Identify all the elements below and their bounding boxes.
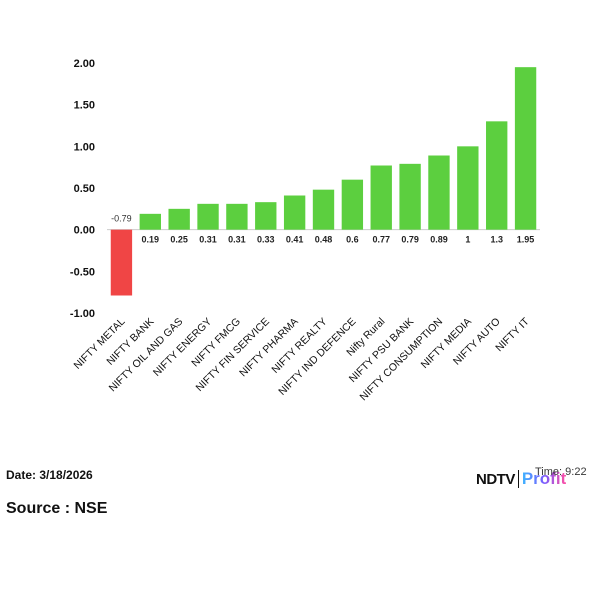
bars — [110, 67, 537, 296]
value-label: 1.95 — [517, 235, 535, 245]
ndtv-profit-logo: NDTV Profit — [476, 468, 566, 490]
y-axis-ticks: 2.00 1.50 1.00 0.50 0.00 -0.50 -1.00 — [70, 58, 95, 320]
bar — [255, 202, 277, 230]
bar — [168, 208, 190, 230]
bar — [399, 163, 421, 230]
ndtv-logo-text: NDTV — [476, 470, 515, 488]
logo-divider — [517, 470, 519, 488]
y-tick-label: 0.00 — [74, 225, 95, 237]
bar — [428, 155, 450, 230]
value-label: 0.33 — [257, 235, 275, 245]
bar — [341, 179, 364, 230]
time-label: Time: 9:22 — [535, 466, 587, 478]
value-label: 0.31 — [228, 235, 246, 245]
value-label: 0.77 — [372, 235, 390, 245]
value-label: 0.41 — [286, 235, 304, 245]
y-tick-label: 0.50 — [74, 183, 95, 195]
bar — [312, 189, 335, 230]
value-label: 0.25 — [170, 235, 188, 245]
value-label: 0.31 — [199, 235, 217, 245]
bar-chart: 2.00 1.50 1.00 0.50 0.00 -0.50 -1.00 -0.79 0.19… — [70, 58, 540, 403]
source-label: Source : NSE — [6, 500, 108, 517]
y-tick-label: -0.50 — [70, 266, 95, 278]
bar — [139, 213, 161, 230]
y-tick-label: 2.00 — [74, 58, 95, 70]
bar — [226, 203, 248, 230]
profit-logo-text: Profit — [521, 469, 567, 488]
bar — [486, 121, 508, 230]
value-label: 0.6 — [346, 235, 359, 245]
date-label: Date: 3/18/2026 — [6, 468, 93, 482]
value-labels: -0.79 0.19 0.25 0.31 0.31 0.33 0.41 0.48 0.6 0.77… — [111, 214, 534, 245]
value-label: -0.79 — [111, 214, 132, 224]
y-tick-label: 1.50 — [74, 100, 95, 112]
value-label: 1 — [465, 235, 470, 245]
value-label: 0.89 — [430, 235, 448, 245]
y-tick-label: -1.00 — [70, 308, 95, 320]
bar — [283, 195, 306, 230]
bar — [457, 146, 479, 230]
bar — [110, 229, 133, 296]
bar — [197, 203, 219, 230]
bar — [514, 67, 537, 230]
value-label: 0.48 — [315, 235, 333, 245]
value-label: 0.19 — [142, 235, 160, 245]
y-tick-label: 1.00 — [74, 141, 95, 153]
value-label: 1.3 — [490, 235, 503, 245]
value-label: 0.79 — [401, 235, 419, 245]
bar — [370, 165, 392, 230]
